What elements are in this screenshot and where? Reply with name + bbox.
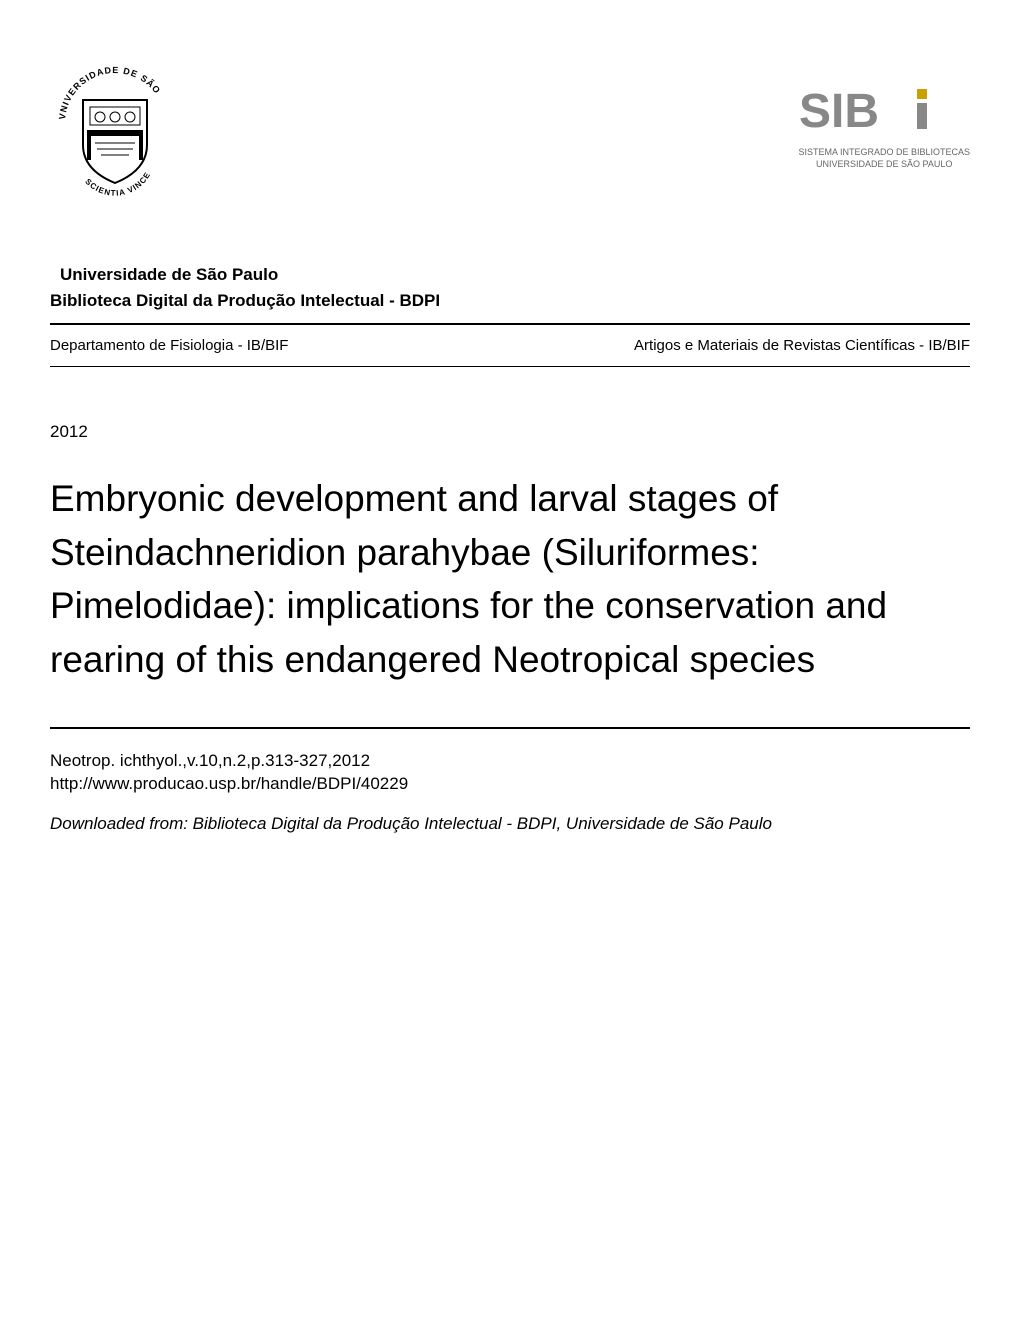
downloaded-from: Downloaded from: Biblioteca Digital da P… xyxy=(50,814,970,834)
citation-url: http://www.producao.usp.br/handle/BDPI/4… xyxy=(50,772,970,796)
sibi-caption: SISTEMA INTEGRADO DE BIBLIOTECAS UNIVERS… xyxy=(798,147,970,170)
department-right: Artigos e Materiais de Revistas Científi… xyxy=(634,337,970,354)
institution-block: Universidade de São Paulo Biblioteca Dig… xyxy=(50,265,970,325)
usp-logo: VNIVERSIDADE DE SÃO SCIENTIA VINCES xyxy=(50,55,180,220)
sibi-caption-line1: SISTEMA INTEGRADO DE BIBLIOTECAS xyxy=(798,147,970,159)
sibi-caption-line2: UNIVERSIDADE DE SÃO PAULO xyxy=(798,159,970,171)
divider xyxy=(50,727,970,729)
citation-reference: Neotrop. ichthyol.,v.10,n.2,p.313-327,20… xyxy=(50,749,970,773)
department-left: Departamento de Fisiologia - IB/BIF xyxy=(50,337,288,354)
department-row: Departamento de Fisiologia - IB/BIF Arti… xyxy=(50,337,970,367)
svg-text:PAVLO: PAVLO xyxy=(179,118,180,149)
sibi-logo-container: SIB SISTEMA INTEGRADO DE BIBLIOTECAS UNI… xyxy=(798,85,970,170)
header-logos: VNIVERSIDADE DE SÃO SCIENTIA VINCES xyxy=(50,55,970,220)
institution-name: Universidade de São Paulo xyxy=(50,265,970,285)
publication-year: 2012 xyxy=(50,422,970,442)
svg-text:SIB: SIB xyxy=(799,85,879,138)
library-name: Biblioteca Digital da Produção Intelectu… xyxy=(50,291,970,325)
citation-block: Neotrop. ichthyol.,v.10,n.2,p.313-327,20… xyxy=(50,749,970,797)
document-title: Embryonic development and larval stages … xyxy=(50,472,970,687)
sibi-logo: SIB xyxy=(799,85,969,140)
